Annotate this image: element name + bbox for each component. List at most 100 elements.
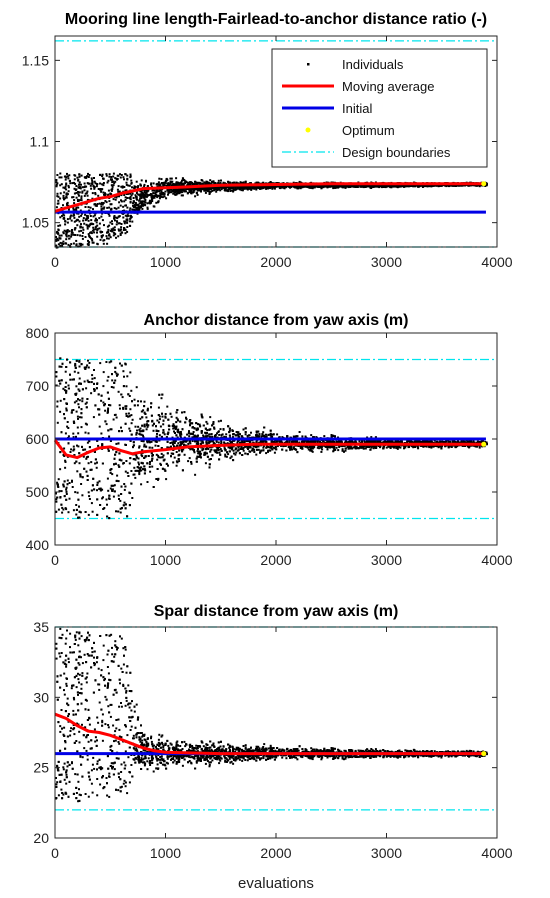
individual-point <box>288 185 290 188</box>
individual-point <box>126 218 129 221</box>
individual-point <box>86 198 89 201</box>
individual-point <box>193 183 196 186</box>
individual-point <box>94 228 97 231</box>
individual-point <box>141 207 144 210</box>
individual-point <box>77 200 79 202</box>
individual-point <box>94 182 97 185</box>
individual-point <box>476 440 479 443</box>
individual-point <box>89 231 92 234</box>
individual-point <box>167 193 169 196</box>
individual-point <box>373 185 376 188</box>
individual-point <box>108 224 111 227</box>
individual-point <box>89 215 92 217</box>
individual-point <box>63 187 66 190</box>
individual-point <box>88 209 91 212</box>
individual-point <box>210 187 213 190</box>
individual-point <box>78 377 81 380</box>
individual-point <box>146 207 149 210</box>
individual-point <box>117 174 120 177</box>
individual-point <box>381 186 383 189</box>
individual-point <box>91 181 94 184</box>
individual-point <box>375 184 377 187</box>
individual-point <box>120 199 122 202</box>
individual-point <box>93 180 96 183</box>
individual-point <box>84 213 87 216</box>
individual-point <box>156 185 159 188</box>
individual-point <box>158 197 161 200</box>
individual-point <box>67 208 70 211</box>
individual-point <box>259 185 262 188</box>
individual-point <box>195 181 198 184</box>
individual-point <box>79 234 82 237</box>
individual-point <box>67 204 70 207</box>
individual-point <box>485 183 488 186</box>
individual-point <box>108 233 111 236</box>
individual-point <box>408 184 411 187</box>
individual-point <box>163 193 166 195</box>
individual-point <box>113 182 116 184</box>
individual-point <box>62 231 65 234</box>
individual-point <box>143 203 146 206</box>
individual-point <box>64 185 67 188</box>
individual-point <box>62 240 65 243</box>
individual-point <box>126 177 129 180</box>
individual-point <box>244 186 247 189</box>
individual-point <box>88 182 91 185</box>
individual-point <box>205 180 208 183</box>
individual-point <box>56 192 59 195</box>
individual-point <box>93 231 96 234</box>
individual-point <box>117 206 120 209</box>
individual-point <box>78 194 80 197</box>
individual-point <box>213 188 216 191</box>
individual-point <box>299 184 302 187</box>
individual-point <box>150 185 153 188</box>
individual-point <box>158 185 160 188</box>
individual-point <box>78 242 81 245</box>
individual-point <box>85 192 88 195</box>
individual-point <box>181 179 183 182</box>
individual-point <box>81 191 84 194</box>
individual-point <box>56 232 59 235</box>
individual-point <box>108 234 110 237</box>
individual-point <box>65 188 68 191</box>
individual-point <box>138 199 141 202</box>
individual-point <box>153 196 156 199</box>
individual-point <box>63 191 66 194</box>
individual-point <box>134 209 137 212</box>
individual-point <box>95 221 98 224</box>
individual-point <box>55 206 58 209</box>
individual-point <box>72 242 75 245</box>
individual-point <box>67 184 70 187</box>
individual-point <box>105 423 108 426</box>
individual-point <box>110 184 113 187</box>
individual-point <box>223 185 226 188</box>
individual-point <box>81 212 83 215</box>
individual-point <box>130 179 133 182</box>
individual-point <box>61 244 64 247</box>
individual-point <box>204 191 207 194</box>
individual-point <box>93 214 96 217</box>
individual-point <box>332 187 335 190</box>
individual-point <box>114 180 117 183</box>
individual-point <box>182 183 185 186</box>
individual-point <box>191 183 194 185</box>
individual-point <box>142 192 145 195</box>
individual-point <box>123 178 125 181</box>
individual-point <box>114 177 117 180</box>
individual-point <box>116 217 119 220</box>
individual-point <box>78 183 81 186</box>
individual-point <box>257 185 260 188</box>
individual-point <box>314 440 317 443</box>
individual-point <box>126 221 129 224</box>
individual-point <box>155 194 158 196</box>
individual-point <box>90 461 93 464</box>
individual-point <box>161 196 164 199</box>
individual-point <box>100 190 103 193</box>
individual-point <box>66 175 69 178</box>
individual-point <box>57 199 60 202</box>
individual-point <box>255 185 258 188</box>
individual-point <box>292 435 295 438</box>
individual-point <box>468 184 470 187</box>
individual-point <box>130 194 133 197</box>
individual-point <box>96 219 98 222</box>
